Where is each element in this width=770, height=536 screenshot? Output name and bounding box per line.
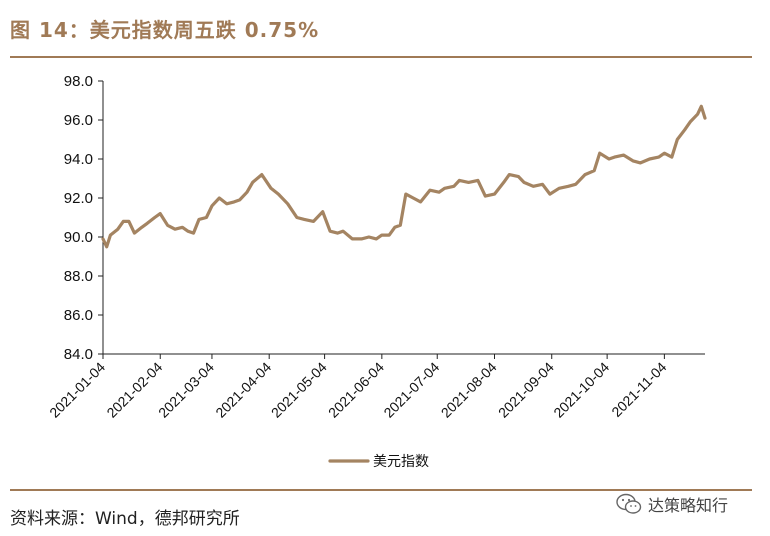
- x-tick-label: 2021-06-04: [325, 359, 387, 421]
- y-axis: 84.0 86.0 88.0 90.0 92.0 94.0 96.0 98.0: [64, 73, 104, 363]
- series-line: [101, 104, 707, 249]
- y-tick-label: 92.0: [64, 190, 93, 207]
- x-tick-label: 2021-10-04: [550, 359, 612, 421]
- x-tick-label: 2021-07-04: [380, 359, 442, 421]
- y-tick-label: 84.0: [64, 346, 93, 363]
- y-tick-label: 98.0: [64, 73, 93, 90]
- y-tick-label: 86.0: [64, 307, 93, 324]
- x-tick-label: 2021-08-04: [438, 359, 500, 421]
- y-tick-label: 88.0: [64, 268, 93, 285]
- x-tick-label: 2021-11-04: [608, 359, 669, 420]
- wechat-icon: [616, 493, 642, 514]
- source-note: 资料来源：Wind，德邦研究所: [10, 509, 240, 529]
- x-axis: 2021-01-042021-02-042021-03-042021-04-04…: [46, 353, 705, 421]
- y-tick-label: 90.0: [64, 229, 93, 246]
- y-tick-label: 94.0: [64, 151, 93, 168]
- watermark: 达策略知行: [616, 492, 728, 516]
- x-tick-label: 2021-05-04: [268, 359, 330, 421]
- x-tick-label: 2021-01-04: [46, 359, 108, 421]
- legend: 美元指数: [328, 453, 429, 469]
- x-tick-label: 2021-09-04: [495, 359, 557, 421]
- title-divider: [10, 56, 752, 58]
- figure-title: 图 14：美元指数周五跌 0.75%: [10, 18, 320, 42]
- series-layer: [101, 104, 707, 249]
- legend-label: 美元指数: [373, 453, 429, 469]
- x-tick-label: 2021-03-04: [155, 359, 217, 421]
- x-tick-label: 2021-04-04: [212, 359, 274, 421]
- source-divider: [10, 489, 752, 491]
- watermark-text: 达策略知行: [648, 496, 729, 515]
- y-tick-label: 96.0: [64, 112, 93, 129]
